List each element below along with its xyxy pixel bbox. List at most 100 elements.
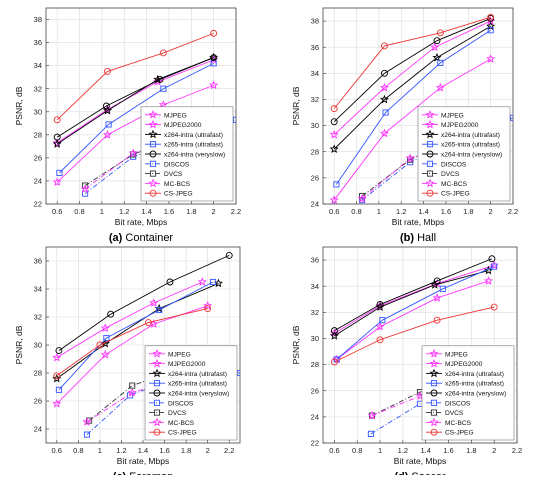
data-point	[225, 251, 233, 259]
data-point	[435, 82, 445, 92]
y-tick-label: 28	[34, 369, 42, 378]
x-tick-label: 1	[100, 207, 104, 216]
legend-item: x265-intra (ultrafast)	[145, 141, 223, 149]
legend-marker	[425, 119, 435, 129]
legend-marker	[429, 368, 439, 378]
legend-item: x265-intra (ultrafast)	[149, 380, 227, 388]
y-tick-label: 28	[311, 360, 319, 369]
data-point	[488, 255, 496, 263]
data-point	[381, 69, 388, 77]
y-tick-label: 26	[311, 173, 319, 182]
series-line	[336, 29, 491, 185]
data-point	[232, 116, 236, 123]
data-point	[430, 42, 440, 52]
x-tick-label: 0.6	[329, 446, 339, 455]
legend-label: MJPEG2000	[445, 361, 483, 368]
plot-frame	[322, 246, 518, 444]
series-line	[333, 58, 491, 201]
x-tick-label: 1	[377, 207, 381, 216]
caption-letter: (a)	[109, 232, 123, 244]
x-tick-label: 1	[378, 446, 382, 455]
legend-marker	[429, 349, 439, 358]
legend-label: x264-intra (ultrafast)	[441, 132, 500, 139]
x-tick-label: 2.2	[512, 446, 522, 455]
y-tick-label: 36	[311, 43, 319, 52]
legend-label: CS-JPEG	[164, 191, 193, 198]
data-point	[158, 100, 168, 109]
legend-item: MC-BCS	[422, 178, 468, 188]
caption-letter: (d)	[394, 471, 408, 475]
data-point	[82, 182, 89, 189]
data-point	[381, 42, 388, 50]
data-point	[382, 109, 389, 116]
data-point	[209, 80, 219, 90]
series-line	[56, 84, 214, 183]
series-line	[333, 16, 491, 109]
legend-item: MC-BCS	[149, 417, 195, 427]
y-tick-label: 28	[311, 147, 319, 156]
y-tick-label: 26	[311, 386, 319, 395]
legend-marker	[429, 417, 439, 427]
legend-item: DVCS	[149, 409, 187, 417]
legend-item: x265-intra (ultrafast)	[426, 380, 504, 388]
legend-marker	[430, 409, 438, 416]
caption-text: Soccer	[408, 471, 446, 475]
legend-item: MJPEG	[145, 110, 187, 119]
data-point	[439, 285, 446, 292]
legend-label: MJPEG2000	[441, 122, 479, 129]
legend-item: x264-intra (veryslow)	[145, 150, 225, 159]
y-tick-label: 22	[34, 200, 42, 209]
legend-marker	[152, 368, 162, 378]
x-axis-label: Bit rate, Mbps	[394, 456, 446, 466]
x-tick-label: 0.8	[351, 207, 361, 216]
legend-marker	[430, 389, 438, 397]
legend-item: x264-intra (ultrafast)	[422, 129, 500, 139]
chart-panels: 0.6 0.8 1 1.2 1.4 1.6 1.8 2 2.222242628303234363…	[14, 7, 522, 480]
legend-item: x264-intra (veryslow)	[426, 389, 506, 398]
y-axis: 22 24 26 28 30 32 34 36	[311, 256, 517, 448]
data-point	[436, 29, 444, 37]
y-tick-label: 36	[34, 38, 42, 47]
x-tick-label: 2.2	[231, 207, 241, 216]
y-tick-label: 36	[311, 256, 319, 265]
legend-label: MJPEG	[168, 351, 191, 358]
legend-item: x264-intra (veryslow)	[149, 389, 229, 398]
legend-label: MJPEG	[445, 351, 468, 358]
x-tick-label: 1.4	[141, 207, 151, 216]
legend-label: DVCS	[441, 171, 460, 178]
x-tick-label: 1.8	[186, 207, 196, 216]
legend-label: MJPEG2000	[164, 122, 202, 129]
x-tick-label: 1.4	[138, 446, 148, 455]
legend: MJPEG MJPEG2000 x264-intra (ultrafast) x265…	[421, 345, 515, 441]
legend-label: DVCS	[168, 410, 187, 417]
data-point	[407, 156, 414, 163]
data-point	[486, 54, 496, 63]
data-point	[156, 76, 164, 83]
panel-caption: (b) Hall	[400, 232, 436, 244]
y-tick-label: 22	[311, 439, 319, 448]
data-point	[330, 358, 338, 366]
data-point	[105, 121, 112, 128]
legend-label: x264-intra (ultrafast)	[164, 132, 223, 139]
data-point	[210, 278, 217, 286]
legend-marker	[430, 399, 438, 406]
data-point	[107, 310, 115, 318]
y-tick-label: 26	[34, 397, 42, 406]
x-tick-label: 0.6	[329, 207, 339, 216]
series-line	[56, 59, 214, 144]
y-tick-label: 30	[311, 334, 319, 343]
data-point	[104, 67, 111, 75]
series-line	[334, 264, 495, 334]
data-point	[487, 27, 494, 34]
x-tick-label: 1.8	[466, 446, 476, 455]
data-point	[333, 181, 340, 188]
data-point	[53, 372, 61, 380]
data-point	[53, 133, 61, 141]
series-line	[56, 32, 214, 121]
legend-item: MJPEG2000	[145, 119, 202, 129]
series-line	[334, 258, 493, 332]
x-tick-label: 1.2	[398, 446, 408, 455]
legend-label: MC-BCS	[445, 420, 472, 427]
legend-marker	[426, 160, 434, 167]
x-axis-label: Bit rate, Mbps	[115, 217, 167, 227]
